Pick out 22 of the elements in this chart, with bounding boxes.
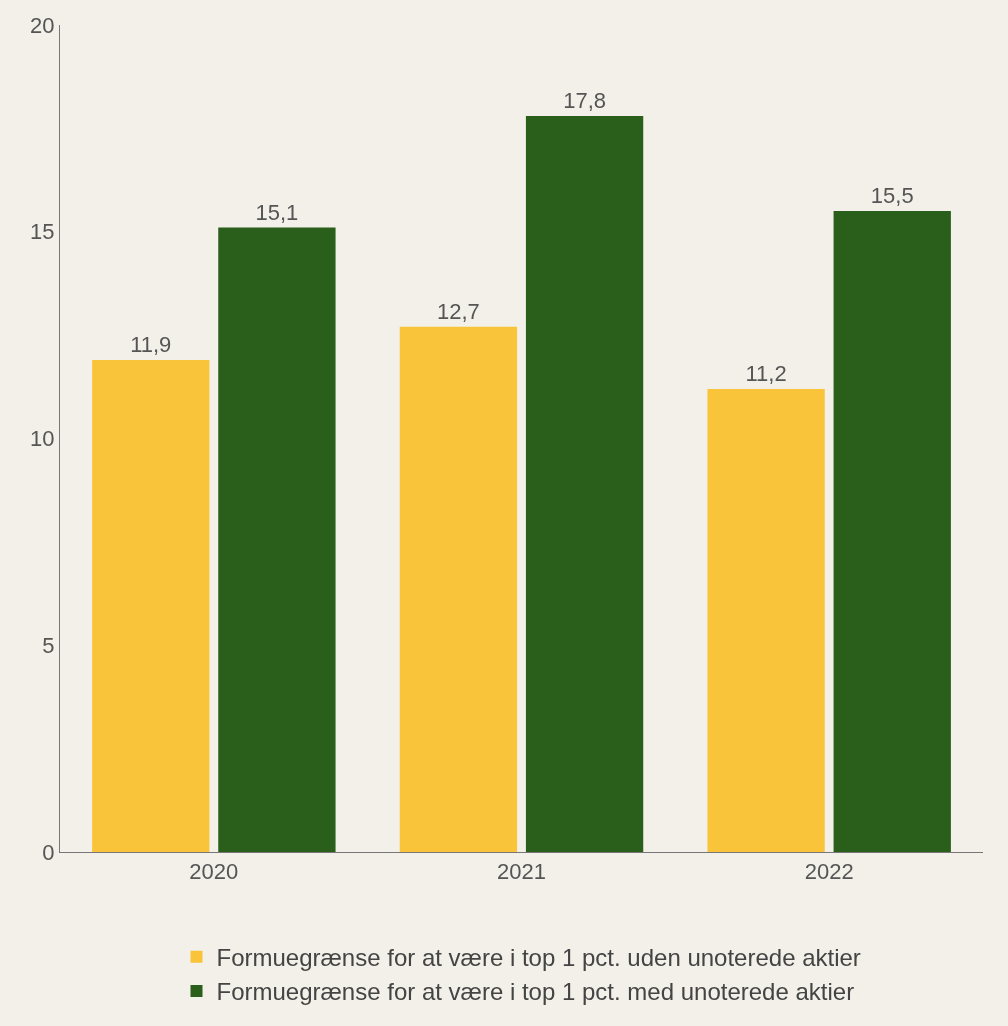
legend-label: Formuegrænse for at være i top 1 pct. med unoterede aktier (216, 978, 855, 1006)
bar (833, 211, 951, 852)
y-tick-label: 5 (42, 632, 55, 658)
data-label: 11,2 (745, 360, 787, 386)
bar (707, 388, 825, 852)
y-tick-label: 20 (30, 12, 55, 38)
x-tick-label: 2022 (804, 859, 854, 885)
x-tick-label: 2020 (189, 859, 239, 885)
bar (525, 115, 644, 852)
y-tick-label: 10 (30, 426, 55, 452)
bar (218, 227, 336, 852)
data-label: 11,9 (130, 331, 172, 357)
data-label: 12,7 (437, 298, 480, 324)
data-label: 17,8 (563, 87, 606, 113)
legend-label: Formuegrænse for at være i top 1 pct. uden unoterede aktier (216, 944, 861, 972)
data-label: 15,1 (255, 199, 299, 225)
x-tick-label: 2021 (497, 859, 546, 885)
bar (399, 326, 518, 852)
y-tick-label: 0 (42, 839, 55, 865)
y-tick-label: 15 (30, 219, 55, 245)
bar (92, 359, 210, 852)
data-label: 15,5 (870, 183, 914, 209)
